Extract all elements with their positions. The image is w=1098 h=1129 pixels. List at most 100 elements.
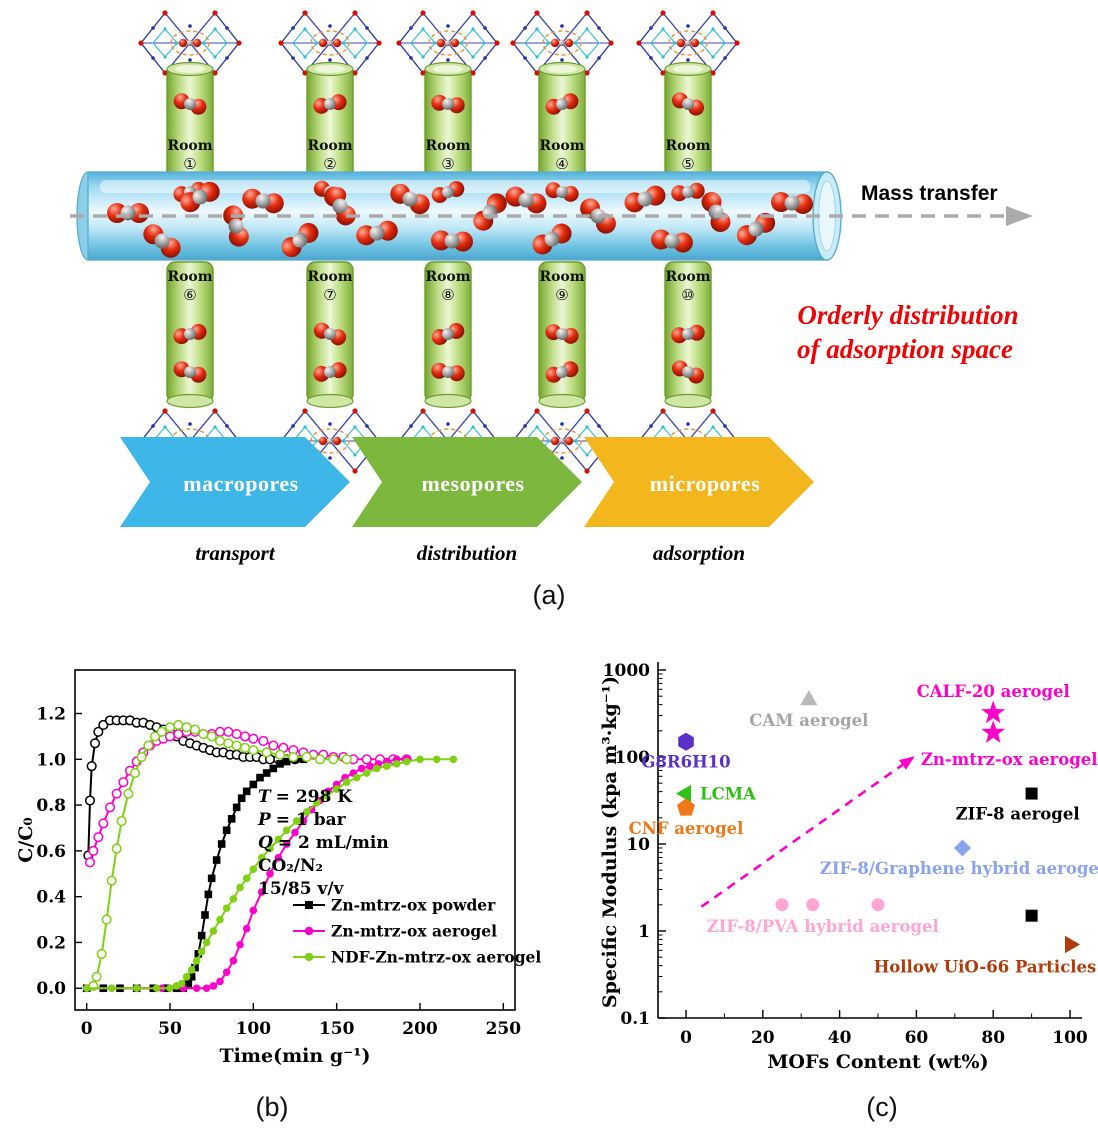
co2-molecule xyxy=(324,186,356,226)
co2-molecule xyxy=(671,92,705,116)
co2-molecule xyxy=(173,323,207,345)
adsorption-site-circle xyxy=(310,428,350,454)
trend-arrow-head xyxy=(899,756,915,770)
point-label: G8R6H10 xyxy=(641,753,730,772)
data-point xyxy=(871,898,885,912)
legend-label: Zn-mtrz-ox powder xyxy=(331,896,496,915)
room-label: Room xyxy=(665,138,710,154)
chevron-mesopores: mesopores xyxy=(352,437,582,527)
room-label: Room xyxy=(665,269,710,285)
co2-molecule xyxy=(431,362,465,382)
room-number: ⑩ xyxy=(681,286,694,304)
data-point xyxy=(775,898,789,912)
data-point xyxy=(676,784,691,803)
co2-molecule xyxy=(431,180,465,204)
point-label: LCMA xyxy=(700,785,756,804)
co2-molecule xyxy=(173,93,207,115)
chevron-label: mesopores xyxy=(421,471,524,496)
adsorption-site-circle xyxy=(542,428,582,454)
co2-molecule xyxy=(545,182,579,202)
y-tick-label: 100 xyxy=(615,748,651,768)
mof-crystal-cluster xyxy=(510,10,614,76)
x-tick-label: 60 xyxy=(905,1028,929,1048)
co2-molecule xyxy=(624,185,666,213)
co2-molecule xyxy=(173,361,207,383)
co2-molecule xyxy=(771,192,813,214)
room-label: Room xyxy=(539,269,584,285)
point-label: Zn-mtrz-ox aerogel xyxy=(921,750,1098,769)
annotation-line: Q = 2 mL/min xyxy=(258,833,389,853)
room-number: ⑤ xyxy=(681,155,694,173)
co2-molecule xyxy=(671,182,705,202)
annotation-line: CO₂/N₂ xyxy=(258,856,323,876)
data-point xyxy=(678,732,694,751)
y-tick-label: 0.2 xyxy=(36,933,66,953)
y-tick-label: 0.6 xyxy=(36,842,66,862)
x-tick-label: 20 xyxy=(751,1028,775,1048)
data-point xyxy=(954,839,971,857)
mof-crystal-cluster xyxy=(636,10,740,76)
panel-c-label: (c) xyxy=(866,1092,898,1122)
room-number: ⑨ xyxy=(555,286,568,304)
x-tick-label: 150 xyxy=(319,1019,355,1039)
x-tick-label: 0 xyxy=(680,1028,692,1048)
co2-molecule xyxy=(356,220,398,246)
annotation-line: T = 298 K xyxy=(258,787,353,807)
co2-molecule xyxy=(431,230,473,252)
point-label: CNF aerogel xyxy=(629,819,744,838)
orderly-text-line1: Orderly distribution xyxy=(797,300,1018,330)
room-number: ⑥ xyxy=(183,286,196,304)
co2-molecule xyxy=(313,362,347,382)
mass-transfer-label: Mass transfer xyxy=(861,182,998,205)
chevron-sublabel: distribution xyxy=(417,541,517,565)
legend-entry: Zn-mtrz-ox aerogel xyxy=(293,922,497,941)
point-label: ZIF-8 aerogel xyxy=(956,805,1080,824)
x-axis-label: Time(min g⁻¹) xyxy=(220,1045,371,1067)
y-axis-label: C/C₀ xyxy=(15,817,37,863)
y-tick-label: 0.8 xyxy=(36,796,66,816)
data-point xyxy=(800,690,818,706)
room-label: Room xyxy=(167,138,212,154)
point-label: CALF-20 aerogel xyxy=(917,682,1070,701)
mof-crystal-cluster xyxy=(278,10,382,76)
x-axis-label: MOFs Content (wt%) xyxy=(767,1051,988,1073)
chevron-label: micropores xyxy=(650,471,761,496)
y-tick-label: 10 xyxy=(626,835,650,855)
co2-molecule xyxy=(431,322,465,346)
x-tick-label: 250 xyxy=(486,1019,522,1039)
co2-molecule xyxy=(671,324,705,344)
panel-a-schematic: Room①Room⑥Room②Room⑦Room③Room⑧Room④Room⑨… xyxy=(70,10,1033,565)
co2-molecule xyxy=(580,198,616,234)
co2-molecule xyxy=(651,229,693,253)
point-label: ZIF-8/Graphene hybrid aerogel xyxy=(820,859,1098,878)
co2-molecule xyxy=(431,94,465,114)
chevron-micropores: micropores xyxy=(584,437,814,527)
plot-frame xyxy=(74,669,516,1011)
co2-molecule xyxy=(736,212,776,246)
chevron-macropores: macropores xyxy=(120,437,350,527)
mof-crystal-cluster xyxy=(138,10,242,76)
co2-molecule xyxy=(242,188,284,214)
x-tick-label: 100 xyxy=(236,1019,272,1039)
x-tick-label: 0 xyxy=(81,1019,93,1039)
y-axis-label: Specific Modulus (kpa m³·kg⁻¹) xyxy=(599,676,621,1008)
x-tick-label: 200 xyxy=(402,1019,438,1039)
legend-label: NDF-Zn-mtrz-ox aerogel xyxy=(331,948,541,967)
annotation-line: 15/85 v/v xyxy=(258,879,345,899)
room-number: ④ xyxy=(555,155,568,173)
data-point xyxy=(1025,787,1038,800)
data-point xyxy=(981,720,1006,743)
co2-molecule xyxy=(223,205,249,247)
data-point xyxy=(1025,909,1038,922)
x-tick-label: 100 xyxy=(1052,1028,1088,1048)
point-label: ZIF-8/PVA hybrid aerogel xyxy=(707,917,939,936)
panel-b-label: (b) xyxy=(255,1092,289,1122)
data-point xyxy=(677,798,695,816)
y-tick-label: 0.4 xyxy=(36,888,66,908)
room-number: ③ xyxy=(441,155,454,173)
co2-molecule xyxy=(671,360,705,384)
data-point xyxy=(981,700,1006,724)
panel-b-breakthrough-chart: 0 50 100 150 200 250 0.0 0.2 0.4 0.6 0.8 1.0 1.2 Time… xyxy=(15,669,541,1067)
panel-a-label: (a) xyxy=(532,580,566,610)
y-tick-label: 0.1 xyxy=(620,1009,650,1029)
